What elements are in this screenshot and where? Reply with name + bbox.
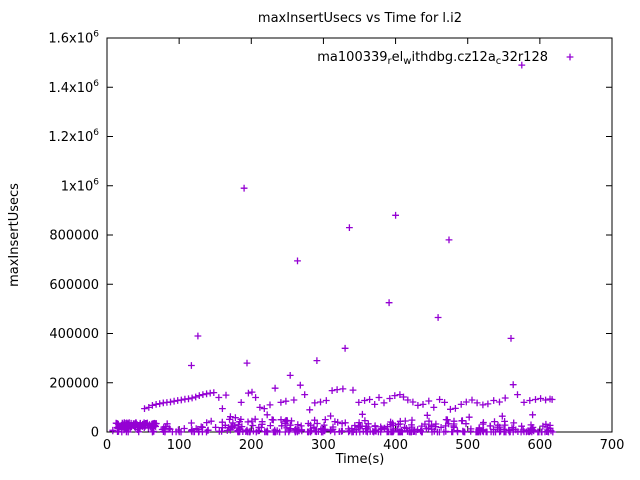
data-points-layer: [109, 61, 557, 436]
chart-title: maxInsertUsecs vs Time for l.i2: [258, 11, 462, 26]
y-tick-label: 0: [91, 426, 99, 441]
x-tick-label: 0: [103, 438, 111, 453]
plot-border: [106, 37, 613, 433]
y-tick-label: 1.4x106: [48, 79, 99, 96]
x-tick-label: 200: [239, 438, 264, 453]
x-tick-label: 400: [383, 438, 408, 453]
y-tick-label: 200000: [49, 376, 99, 391]
axes: 0 100 200 300 400 500 600 700 0 200000 400000 60000…: [48, 30, 624, 454]
legend-marker-plus-icon: [566, 53, 574, 61]
data-points: [109, 61, 557, 436]
legend-label: ma100339relwithdbg.cz12ac32r128: [317, 50, 548, 67]
x-axis-label: Time(s): [335, 452, 385, 467]
x-tick-label: 700: [600, 438, 625, 453]
y-tick-label: 400000: [49, 327, 99, 342]
legend: ma100339relwithdbg.cz12ac32r128: [317, 50, 574, 67]
y-tick-label: 800000: [49, 229, 99, 244]
y-tick-label: 1x106: [61, 177, 100, 194]
x-tick-label: 500: [455, 438, 480, 453]
y-tick-label: 600000: [49, 278, 99, 293]
x-tick-label: 300: [311, 438, 336, 453]
x-tick-label: 100: [167, 438, 192, 453]
y-tick-label: 1.2x106: [48, 128, 99, 145]
x-tick-label: 600: [527, 438, 552, 453]
y-axis-label: maxInsertUsecs: [7, 183, 22, 287]
y-tick-label: 1.6x106: [48, 30, 99, 47]
